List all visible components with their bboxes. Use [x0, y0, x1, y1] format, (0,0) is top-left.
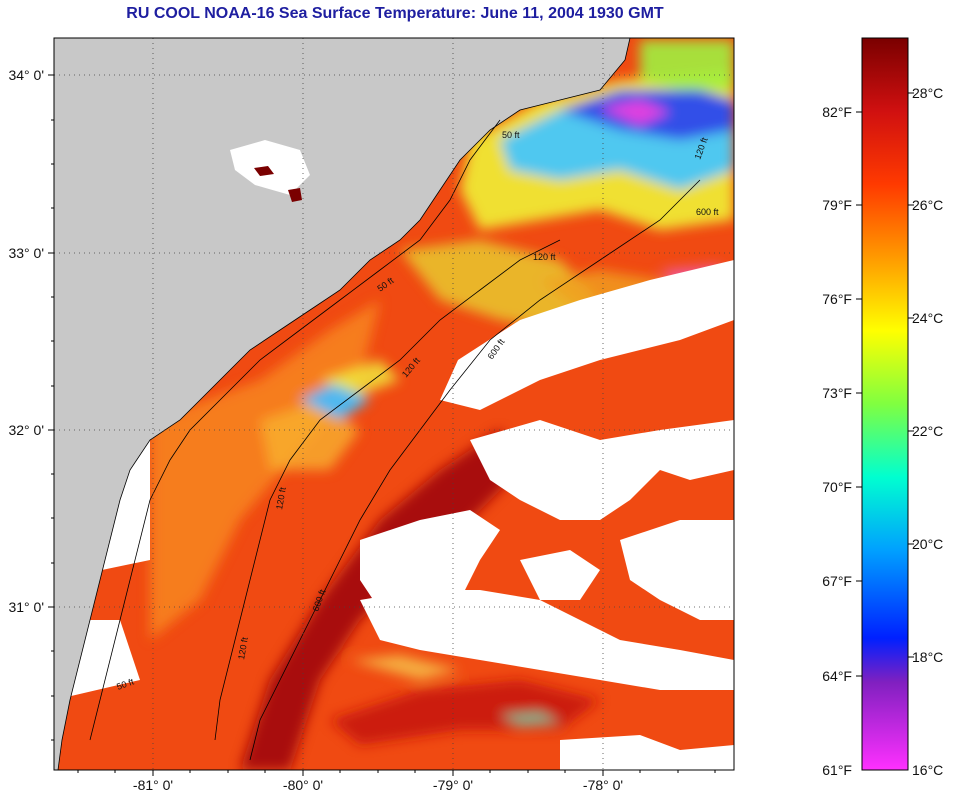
lake-marion-warm	[254, 166, 274, 176]
coastline-land	[54, 38, 631, 770]
lat-label-33: 33° 0'	[8, 245, 44, 261]
map-plot-area: 50 ft 50 ft 50 ft 120 ft 120 ft 120 ft 1…	[54, 38, 734, 770]
lake-moultrie-warm	[288, 188, 302, 202]
colorbar-f-79: 79°F	[822, 197, 852, 213]
lat-label-31: 31° 0'	[8, 599, 44, 615]
lon-label-79: -79° 0'	[433, 777, 473, 793]
contour-label-120ft: 120 ft	[236, 636, 250, 660]
colorbar-ticks	[856, 92, 914, 677]
cloud-mask	[54, 58, 734, 770]
colorbar-f-67: 67°F	[822, 573, 852, 589]
lon-label-80: -80° 0'	[283, 777, 323, 793]
graticule	[54, 38, 734, 770]
contour-label-600ft: 600 ft	[696, 207, 719, 217]
lat-label-32: 32° 0'	[8, 422, 44, 438]
colorbar-f-73: 73°F	[822, 385, 852, 401]
lon-label-81: -81° 0'	[133, 777, 173, 793]
lon-label-78: -78° 0'	[583, 777, 623, 793]
inland-lake	[230, 140, 310, 195]
contour-label-120ft: 120 ft	[533, 252, 556, 262]
map-frame	[53, 37, 735, 771]
colorbar-c-24: 24°C	[912, 310, 943, 326]
colorbar-f-76: 76°F	[822, 291, 852, 307]
colorbar-f-70: 70°F	[822, 479, 852, 495]
colorbar-f-64: 64°F	[822, 668, 852, 684]
contour-label-120ft: 120 ft	[274, 486, 288, 510]
colorbar-c-18: 18°C	[912, 649, 943, 665]
colorbar-f-61: 61°F	[822, 762, 852, 778]
axis-ticks	[48, 74, 716, 776]
colorbar-c-26: 26°C	[912, 197, 943, 213]
colorbar-f-82: 82°F	[822, 104, 852, 120]
colorbar	[861, 37, 909, 771]
colorbar-c-22: 22°C	[912, 423, 943, 439]
bathymetry-contours	[89, 119, 701, 761]
colorbar-c-16: 16°C	[912, 762, 943, 778]
lat-label-34: 34° 0'	[8, 67, 44, 83]
colorbar-c-28: 28°C	[912, 85, 943, 101]
colorbar-c-20: 20°C	[912, 536, 943, 552]
contour-label-50ft: 50 ft	[502, 130, 520, 140]
map-title: RU COOL NOAA-16 Sea Surface Temperature:…	[126, 5, 664, 22]
